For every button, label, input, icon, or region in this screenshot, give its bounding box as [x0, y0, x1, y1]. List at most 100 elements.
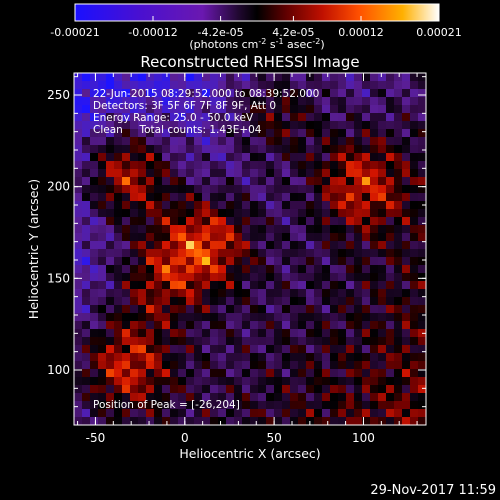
- heatmap-cell: [258, 121, 267, 130]
- heatmap-cell: [82, 265, 91, 274]
- heatmap-cell: [242, 305, 251, 314]
- heatmap-cell: [274, 337, 283, 346]
- heatmap-cell: [418, 217, 426, 226]
- heatmap-cell: [234, 353, 243, 362]
- heatmap-cell: [98, 321, 107, 330]
- heatmap-cell: [146, 89, 155, 98]
- heatmap-cell: [162, 377, 171, 386]
- heatmap-cell: [210, 289, 219, 298]
- heatmap-cell: [178, 289, 187, 298]
- heatmap-cell: [378, 353, 387, 362]
- heatmap-cell: [290, 89, 299, 98]
- heatmap-cell: [154, 361, 163, 370]
- heatmap-cell: [98, 233, 107, 242]
- heatmap-cell: [146, 177, 155, 186]
- heatmap-cell: [154, 265, 163, 274]
- heatmap-cell: [330, 377, 339, 386]
- heatmap-cell: [338, 393, 347, 402]
- heatmap-cell: [322, 185, 331, 194]
- heatmap-cell: [114, 137, 123, 146]
- heatmap-cell: [130, 73, 139, 82]
- heatmap-cell: [114, 281, 123, 290]
- heatmap-cell: [258, 113, 267, 122]
- heatmap-cell: [114, 177, 123, 186]
- heatmap-cell: [90, 89, 99, 98]
- heatmap-cell: [378, 81, 387, 90]
- heatmap-cell: [298, 137, 307, 146]
- heatmap-cell: [314, 369, 323, 378]
- heatmap-cell: [250, 297, 259, 306]
- heatmap-cell: [298, 265, 307, 274]
- heatmap-cell: [74, 409, 83, 418]
- heatmap-cell: [122, 313, 131, 322]
- heatmap-cell: [202, 145, 211, 154]
- heatmap-cell: [250, 257, 259, 266]
- heatmap-cell: [170, 345, 179, 354]
- heatmap-cell: [242, 297, 251, 306]
- heatmap-cell: [226, 217, 235, 226]
- heatmap-cell: [154, 377, 163, 386]
- heatmap-cell: [354, 353, 363, 362]
- heatmap-cell: [178, 273, 187, 282]
- heatmap-cell: [378, 329, 387, 338]
- heatmap-cell: [346, 385, 355, 394]
- heatmap-cell: [122, 113, 131, 122]
- heatmap-cell: [378, 209, 387, 218]
- heatmap-cell: [298, 153, 307, 162]
- heatmap-cell: [370, 313, 379, 322]
- heatmap-cell: [354, 393, 363, 402]
- heatmap-cell: [378, 393, 387, 402]
- heatmap-cell: [170, 121, 179, 130]
- heatmap-cell: [362, 129, 371, 138]
- heatmap-cell: [178, 217, 187, 226]
- heatmap-cell: [306, 409, 315, 418]
- heatmap-cell: [170, 201, 179, 210]
- heatmap-cell: [138, 393, 147, 402]
- heatmap-cell: [418, 417, 426, 425]
- heatmap-cell: [226, 297, 235, 306]
- heatmap-cell: [314, 241, 323, 250]
- heatmap-cell: [186, 385, 195, 394]
- heatmap-cell: [418, 209, 426, 218]
- heatmap-cell: [186, 257, 195, 266]
- heatmap-cell: [114, 297, 123, 306]
- heatmap-cell: [274, 385, 283, 394]
- heatmap-cell: [298, 273, 307, 282]
- heatmap-cell: [258, 321, 267, 330]
- heatmap-cell: [138, 89, 147, 98]
- heatmap-cell: [250, 417, 259, 425]
- heatmap-cell: [114, 361, 123, 370]
- heatmap-cell: [362, 137, 371, 146]
- heatmap-cell: [338, 273, 347, 282]
- heatmap-cell: [394, 225, 403, 234]
- heatmap-cell: [186, 233, 195, 242]
- heatmap-cell: [114, 105, 123, 114]
- heatmap-cell: [226, 185, 235, 194]
- heatmap-cell: [298, 345, 307, 354]
- heatmap-cell: [346, 313, 355, 322]
- heatmap-cell: [330, 121, 339, 130]
- heatmap-cell: [314, 193, 323, 202]
- heatmap-cell: [274, 257, 283, 266]
- heatmap-cell: [146, 129, 155, 138]
- heatmap-cell: [370, 377, 379, 386]
- heatmap-cell: [258, 129, 267, 138]
- heatmap-cell: [130, 201, 139, 210]
- heatmap-cell: [290, 161, 299, 170]
- heatmap-cell: [394, 121, 403, 130]
- heatmap-cell: [322, 313, 331, 322]
- heatmap-cell: [202, 345, 211, 354]
- heatmap-cell: [290, 289, 299, 298]
- heatmap-cell: [298, 225, 307, 234]
- heatmap-cell: [242, 169, 251, 178]
- heatmap-cell: [218, 393, 227, 402]
- heatmap-cell: [170, 385, 179, 394]
- heatmap-cell: [386, 201, 395, 210]
- heatmap-cell: [306, 353, 315, 362]
- heatmap-cell: [114, 241, 123, 250]
- heatmap-cell: [386, 145, 395, 154]
- heatmap-cell: [290, 337, 299, 346]
- heatmap-cell: [178, 73, 187, 82]
- heatmap-cell: [226, 273, 235, 282]
- heatmap-cell: [194, 217, 203, 226]
